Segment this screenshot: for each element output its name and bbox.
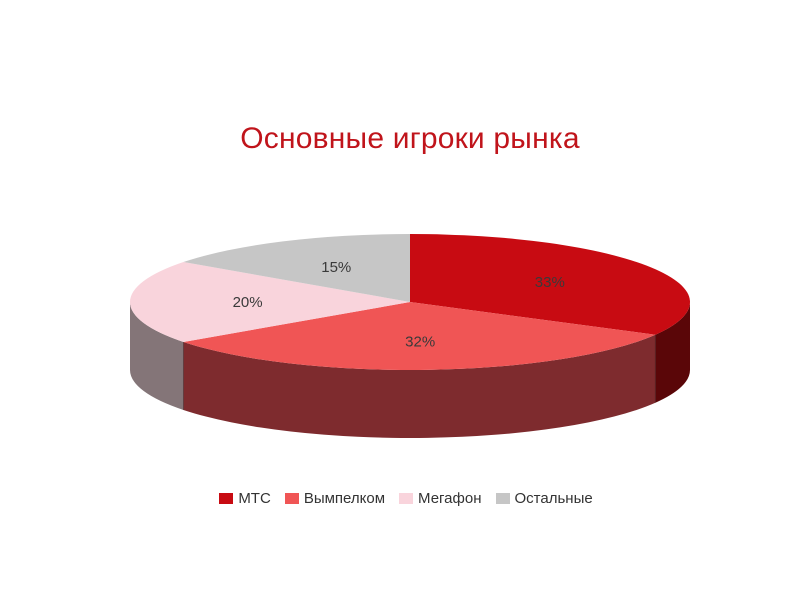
legend-label-0: МТС: [238, 490, 271, 507]
legend-label-2: Мегафон: [418, 490, 482, 507]
legend-item-1: Вымпелком: [284, 490, 386, 507]
slice-label-1: 32%: [405, 333, 435, 350]
legend-swatch-3: [495, 493, 510, 504]
slice-label-3: 15%: [321, 259, 351, 276]
pie-slice-0: [410, 234, 690, 335]
legend-label-3: Остальные: [514, 490, 593, 507]
legend-item-3: Остальные: [495, 490, 593, 507]
pie-side-0: [655, 302, 690, 403]
legend-swatch-2: [399, 493, 414, 504]
legend-item-0: МТС: [219, 490, 271, 507]
pie-slice-2: [130, 262, 410, 342]
chart-title: Основные игроки рынка: [240, 122, 580, 155]
pie-slice-3: [183, 234, 410, 302]
legend-swatch-1: [284, 493, 299, 504]
pie-side-1: [183, 334, 656, 438]
legend: МТС Вымпелком Мегафон Остальные: [0, 490, 800, 507]
pie-side-2: [130, 302, 184, 410]
slice-label-0: 33%: [535, 274, 565, 291]
slice-label-2: 20%: [233, 294, 263, 311]
legend-swatch-0: [219, 493, 234, 504]
pie-slice-1: [183, 302, 656, 370]
legend-item-2: Мегафон: [399, 490, 482, 507]
legend-label-1: Вымпелком: [303, 490, 386, 507]
